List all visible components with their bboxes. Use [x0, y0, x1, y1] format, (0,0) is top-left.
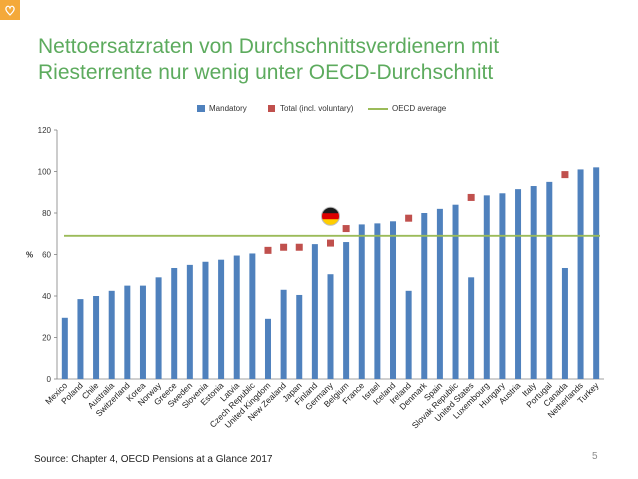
source-note: Source: Chapter 4, OECD Pensions at a Gl… — [34, 454, 273, 465]
page-number: 5 — [592, 451, 598, 462]
bar-mandatory — [421, 213, 428, 379]
slide-title: Nettoersatzraten von Durchschnittsverdie… — [38, 34, 618, 86]
legend-label-total: Total (incl. voluntary) — [280, 104, 354, 113]
marker-total — [280, 243, 288, 251]
bar-mandatory — [202, 261, 209, 379]
legend-item-mandatory: Mandatory — [197, 104, 247, 113]
logo-icon — [5, 5, 15, 16]
y-tick-label: 60 — [42, 251, 51, 260]
marker-total — [295, 243, 303, 251]
bar-mandatory — [436, 208, 443, 379]
marker-total — [264, 246, 272, 254]
bar-mandatory — [296, 294, 303, 379]
bar-mandatory — [327, 274, 334, 379]
bar-mandatory — [390, 221, 397, 379]
bar-mandatory — [93, 296, 100, 379]
bar-mandatory — [264, 318, 271, 379]
bar-mandatory — [358, 224, 365, 379]
bar-mandatory — [483, 195, 490, 379]
marker-total — [467, 193, 475, 201]
bar-mandatory — [374, 223, 381, 379]
bar-mandatory — [171, 267, 178, 379]
bar-mandatory — [155, 277, 162, 379]
chart-legend: Mandatory Total (incl. voluntary) OECD a… — [0, 104, 638, 118]
legend-item-oecd-average: OECD average — [368, 104, 446, 113]
bar-mandatory — [468, 277, 475, 379]
bar-mandatory — [593, 167, 600, 379]
legend-swatch-mandatory — [197, 105, 205, 112]
y-tick-label: 100 — [38, 168, 52, 177]
legend-label-mandatory: Mandatory — [209, 104, 247, 113]
german-flag-icon — [321, 207, 340, 226]
marker-total — [561, 171, 569, 179]
bar-mandatory — [218, 259, 225, 379]
bar-mandatory — [530, 186, 537, 379]
bar-mandatory — [499, 193, 506, 379]
legend-swatch-total — [268, 105, 275, 112]
legend-item-total: Total (incl. voluntary) — [268, 104, 353, 113]
german-flag-ring — [321, 206, 340, 226]
slide-title-line-2: Riesterrente nur wenig unter OECD-Durchs… — [38, 61, 494, 84]
bar-mandatory — [515, 189, 522, 379]
bar-mandatory — [280, 289, 287, 379]
bar-mandatory — [186, 264, 193, 379]
bar-mandatory — [139, 285, 146, 379]
legend-swatch-oecd-average — [368, 107, 388, 110]
bar-mandatory — [77, 299, 84, 379]
bar-mandatory — [546, 181, 553, 379]
bar-mandatory — [311, 244, 318, 379]
y-tick-label: 80 — [42, 209, 51, 218]
marker-total — [327, 239, 334, 247]
bar-mandatory — [61, 317, 68, 379]
logo — [0, 0, 20, 20]
y-tick-label: 20 — [42, 334, 51, 343]
bar-mandatory — [233, 255, 240, 379]
bar-mandatory — [561, 267, 568, 379]
bar-mandatory — [343, 242, 350, 379]
bar-mandatory — [249, 253, 256, 379]
bar-mandatory — [405, 290, 412, 379]
bar-mandatory — [124, 285, 131, 379]
legend-label-oecd-average: OECD average — [392, 104, 447, 113]
bar-mandatory — [577, 169, 584, 379]
marker-total — [405, 214, 413, 222]
y-tick-label: 40 — [42, 292, 51, 301]
bar-mandatory — [452, 204, 459, 379]
slide-title-line-1: Nettoersatzraten von Durchschnittsverdie… — [38, 35, 500, 58]
y-axis-label: % — [26, 251, 33, 260]
y-tick-label: 120 — [38, 126, 52, 135]
y-tick-label: 0 — [47, 375, 52, 384]
bar-mandatory — [108, 290, 115, 379]
marker-total — [342, 225, 350, 233]
